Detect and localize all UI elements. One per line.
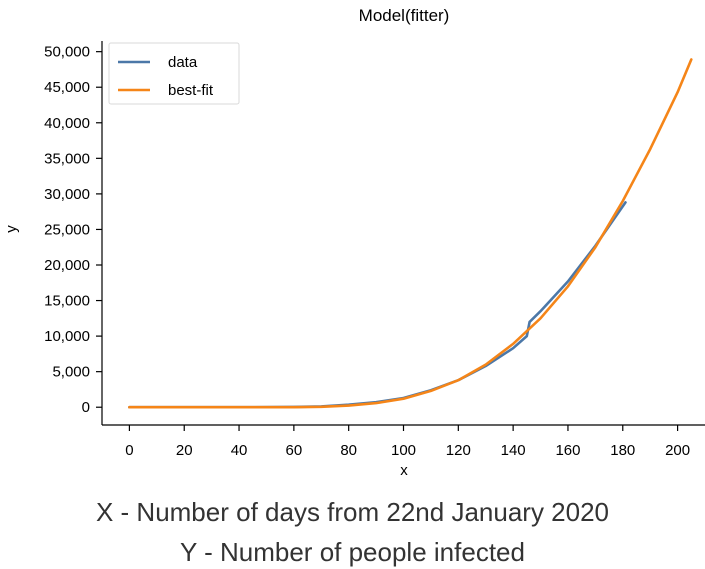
x-axis: 0 20 40 60 80 100 120 140 160 180 200 [102,424,705,459]
y-tick-label: 35,000 [44,150,90,167]
y-axis: 0 5,000 10,000 15,000 20,000 25,000 30,000 35,0… [44,41,103,425]
caption-y-description: Y - Number of people infected [180,537,525,567]
caption-x-description: X - Number of days from 22nd January 202… [95,497,610,527]
x-tick-label: 0 [125,442,133,459]
x-tick-label: 80 [340,442,357,459]
y-tick-label: 30,000 [44,186,90,203]
legend: data best-fit [108,42,240,105]
y-tick-label: 0 [82,399,90,416]
y-tick-label: 25,000 [44,221,90,238]
legend-label-best-fit: best-fit [168,82,214,99]
x-tick-label: 180 [610,442,635,459]
x-axis-title: x [400,462,408,479]
y-tick-label: 45,000 [44,79,90,96]
y-tick-label: 40,000 [44,115,90,132]
legend-label-data: data [168,54,198,71]
y-tick-label: 5,000 [52,364,90,381]
chart-title: Model(fitter) [359,6,450,25]
x-tick-label: 20 [176,442,193,459]
y-tick-label: 50,000 [44,44,90,61]
chart: Model(fitter) 0 5,000 10,000 15,000 20,000 25… [3,6,705,479]
x-tick-label: 120 [446,442,471,459]
y-tick-label: 20,000 [44,257,90,274]
y-axis-title: y [3,225,20,233]
x-tick-label: 140 [501,442,526,459]
y-tick-label: 10,000 [44,328,90,345]
x-tick-label: 60 [286,442,303,459]
x-tick-label: 160 [555,442,580,459]
x-tick-label: 40 [231,442,248,459]
series-line-best-fit [128,58,693,409]
x-tick-label: 100 [391,442,416,459]
y-tick-label: 15,000 [44,293,90,310]
series-layer [128,58,693,409]
x-tick-label: 200 [665,442,690,459]
